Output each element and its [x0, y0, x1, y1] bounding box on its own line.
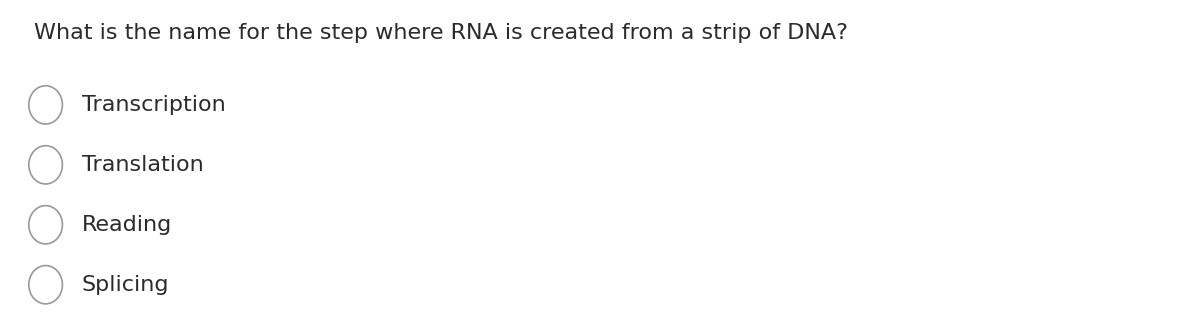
- Text: Transcription: Transcription: [82, 95, 226, 115]
- Ellipse shape: [29, 205, 62, 244]
- Text: What is the name for the step where RNA is created from a strip of DNA?: What is the name for the step where RNA …: [34, 23, 847, 43]
- Ellipse shape: [29, 146, 62, 184]
- Text: Translation: Translation: [82, 155, 203, 175]
- Ellipse shape: [29, 86, 62, 124]
- Ellipse shape: [29, 266, 62, 304]
- Text: Splicing: Splicing: [82, 275, 169, 295]
- Text: Reading: Reading: [82, 215, 172, 235]
